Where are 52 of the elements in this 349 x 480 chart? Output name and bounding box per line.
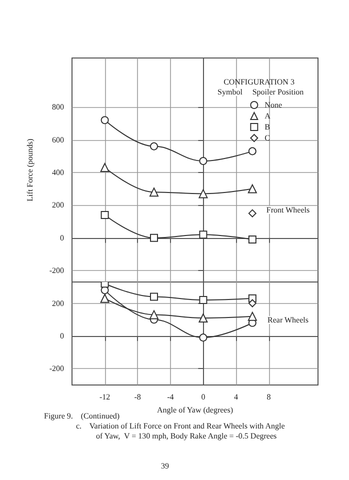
point [100, 116, 109, 124]
y-tick-label: 0 [60, 331, 64, 340]
point [150, 292, 158, 301]
text: of Yaw, V = 130 mph, Body Rake Angle = -0.5 Degrees [96, 432, 277, 440]
legend-title: CONFIGURATION 3 [224, 78, 294, 86]
point [198, 189, 208, 198]
annotation: Front Wheels [266, 206, 310, 214]
point [199, 157, 208, 166]
y-axis-title: Lift Force (pounds) [26, 138, 34, 202]
caption: Figure 9. (Continued) [44, 412, 120, 420]
x-tick-label: 8 [266, 392, 271, 402]
annotation: Symbol [218, 88, 244, 96]
y-tick-label: 800 [52, 102, 64, 112]
y-tick-label: -200 [49, 364, 64, 374]
annotation: Rear Wheels [268, 316, 308, 324]
point [248, 147, 256, 156]
point [100, 163, 110, 172]
point [100, 210, 109, 219]
y-tick-label: -200 [49, 266, 64, 276]
x-tick-label: -4 [167, 392, 174, 402]
text: c. Variation of Lift Force on Front and Rear Wheels with Angle [76, 422, 286, 430]
legend-label: None [264, 100, 282, 110]
point [150, 142, 158, 150]
x-tick-label: 4 [234, 392, 238, 402]
legend-label: B [264, 122, 270, 132]
point [248, 312, 257, 321]
point [248, 235, 256, 244]
legend-label: C [264, 134, 270, 142]
point [248, 184, 257, 194]
point [248, 299, 256, 308]
y-tick-label: 200 [52, 298, 64, 308]
point [150, 188, 158, 197]
point [150, 234, 158, 242]
point [150, 310, 158, 320]
x-tick-label: -8 [134, 392, 141, 402]
text: 39 [161, 462, 169, 470]
x-tick-label: -12 [99, 392, 110, 402]
y-tick-label: 400 [52, 168, 64, 177]
point [100, 282, 109, 288]
x-tick-label: 0 [201, 392, 206, 402]
point [248, 209, 256, 218]
y-tick-label: 0 [60, 233, 64, 242]
point [198, 313, 208, 322]
y-tick-label: 600 [52, 135, 64, 144]
x-axis-title: Angle of Yaw (degrees) [157, 405, 234, 414]
point [100, 294, 110, 303]
point [199, 230, 208, 239]
point [199, 296, 208, 304]
annotation: Spoiler Position [252, 88, 304, 96]
point [199, 334, 208, 342]
y-tick-label: 200 [52, 200, 64, 210]
legend-label: A [264, 112, 271, 120]
